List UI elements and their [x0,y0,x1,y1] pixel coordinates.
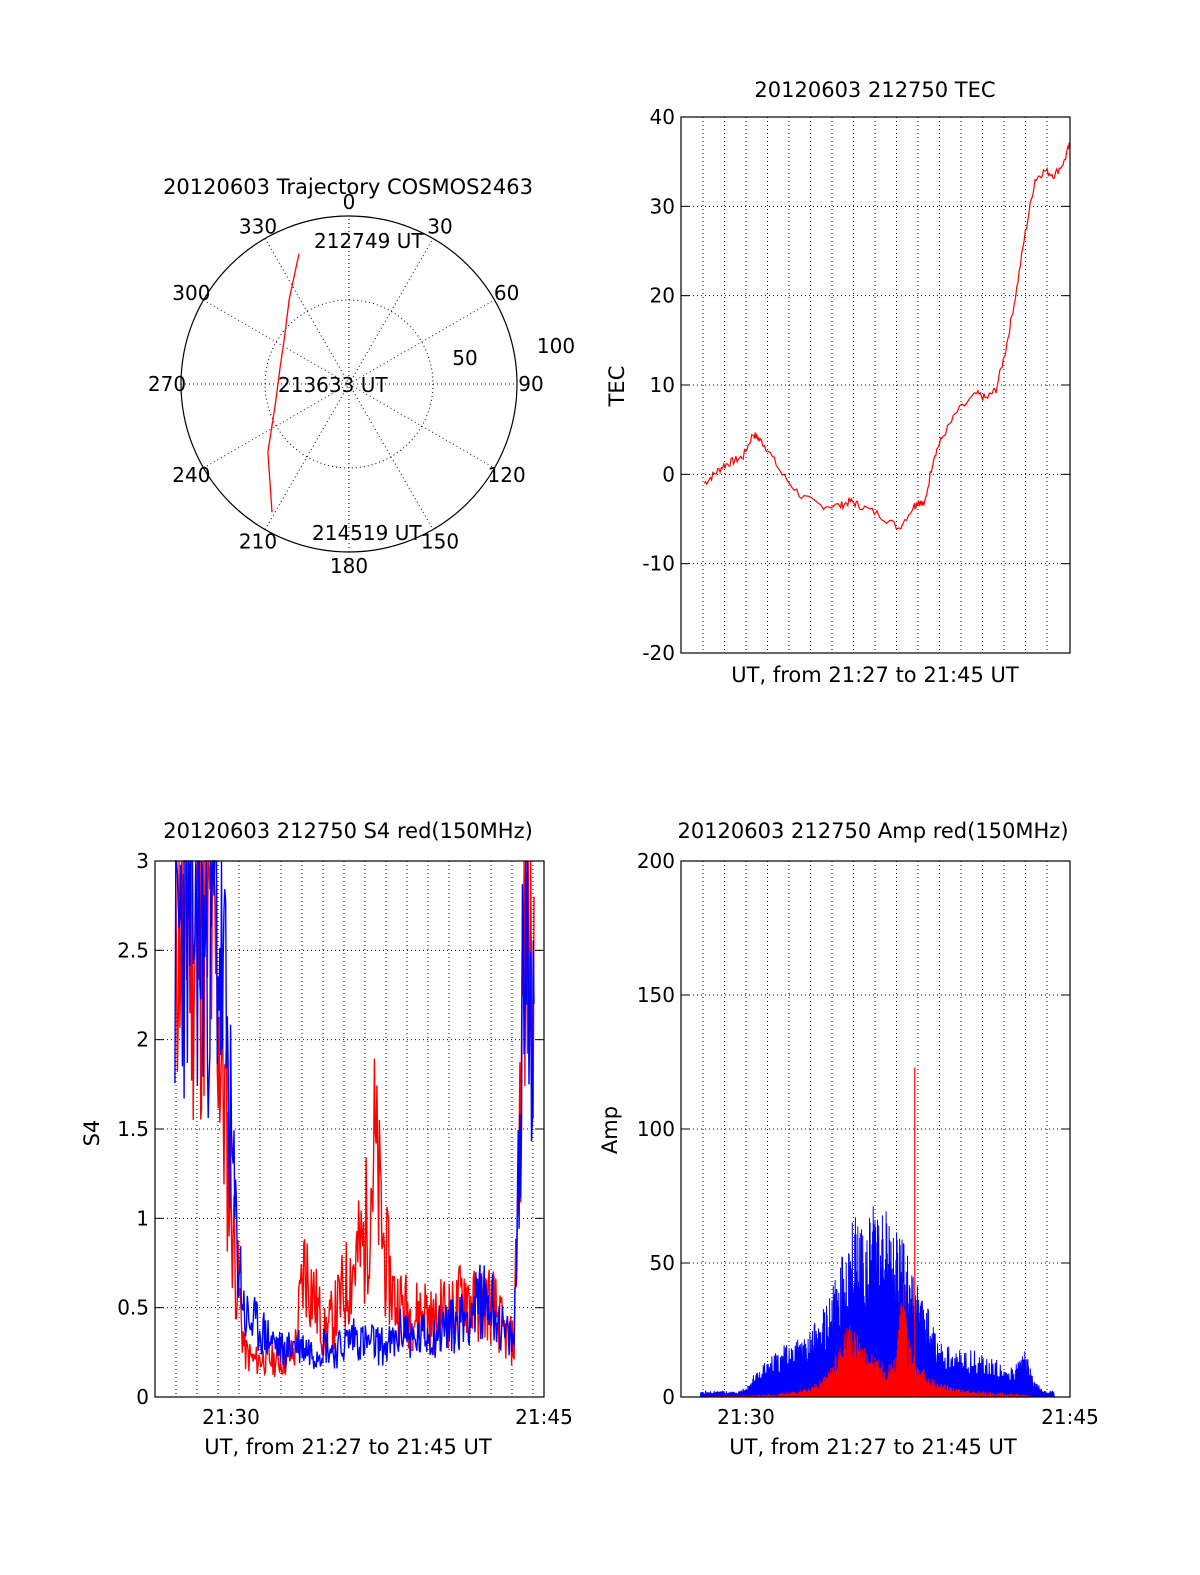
amp-grid [681,861,1070,1397]
polar-azimuth-label: 210 [239,530,277,554]
trajectory-mid-label: 213633 UT [278,373,388,397]
y-tick-label: 20 [650,284,675,308]
polar-azimuth-label: 240 [172,463,210,487]
amp-panel: 20120603 212750 Amp red(150MHz) 0 50 100 15… [598,819,1099,1459]
y-tick-label: 200 [637,849,675,873]
amp-x-label: UT, from 21:27 to 21:45 UT [729,1435,1017,1459]
polar-spoke [264,238,434,530]
polar-azimuth-label: 30 [427,214,452,238]
s4-xtick-2145: 21:45 [515,1405,573,1429]
s4-title: 20120603 212750 S4 red(150MHz) [163,819,533,843]
s4-y-ticks: 0 0.5 1 1.5 2 2.5 3 [117,849,544,1409]
amp-xtick-2145: 21:45 [1041,1405,1099,1429]
s4-grid [155,861,544,1397]
polar-spokes [181,216,517,552]
tec-y-ticks: -20 -10 0 10 20 30 40 [642,105,1070,665]
polar-azimuth-label: 120 [488,463,526,487]
y-tick-label: 2.5 [117,938,149,962]
s4-red-series [174,860,535,1378]
amp-xtick-2130: 21:30 [717,1405,775,1429]
s4-y-label: S4 [80,1120,104,1147]
tec-grid [681,117,1070,653]
y-tick-label: 0 [662,1385,675,1409]
polar-azimuth-label: 180 [330,554,368,578]
polar-radius-label-50: 50 [452,346,477,370]
s4-blue-series [174,860,535,1370]
tec-y-label: TEC [605,366,629,408]
polar-azimuth-label: 150 [421,530,459,554]
y-tick-label: 0 [662,462,675,486]
tec-panel: 20120603 212750 TEC -20 -10 0 10 20 30 40 UT, … [605,78,1071,687]
polar-azimuth-label: 270 [148,372,186,396]
y-tick-label: 30 [650,194,675,218]
y-tick-label: 40 [650,105,675,129]
trajectory-title: 20120603 Trajectory COSMOS2463 [163,175,533,199]
s4-panel: 20120603 212750 S4 red(150MHz) 0 0.5 1 1.5 2… [80,819,573,1459]
amp-y-label: Amp [598,1106,622,1154]
y-tick-label: 0 [136,1385,149,1409]
amp-title: 20120603 212750 Amp red(150MHz) [677,819,1068,843]
polar-azimuth-labels: 0 30 60 90 120 150 180 210 240 270 300 330 [148,190,544,578]
polar-azimuth-label: 0 [343,190,356,214]
y-tick-label: 150 [637,983,675,1007]
polar-azimuth-label: 90 [518,372,543,396]
trajectory-end-label: 214519 UT [312,521,422,545]
trajectory-start-label: 212749 UT [314,229,424,253]
trajectory-track [267,253,300,513]
s4-xtick-2130: 21:30 [202,1405,260,1429]
amp-plot-frame [680,860,1071,1398]
y-tick-label: 10 [650,373,675,397]
polar-radius-label-100: 100 [537,334,575,358]
y-tick-label: 1.5 [117,1117,149,1141]
polar-azimuth-label: 60 [494,281,519,305]
polar-azimuth-label: 300 [172,281,210,305]
tec-series-line [703,142,1070,530]
tec-plot-frame [680,116,1071,654]
s4-plot-frame [154,860,545,1398]
y-tick-label: -10 [642,552,675,576]
y-tick-label: 50 [650,1251,675,1275]
y-tick-label: 100 [637,1117,675,1141]
amp-red-series [700,1283,1055,1399]
amp-y-ticks: 0 50 100 150 200 [637,849,1070,1409]
y-tick-label: 3 [136,849,149,873]
tec-title: 20120603 212750 TEC [754,78,995,102]
y-tick-label: 2 [136,1028,149,1052]
amp-blue-series [700,1206,1055,1398]
y-tick-label: -20 [642,641,675,665]
y-tick-label: 1 [136,1206,149,1230]
trajectory-panel: 20120603 Trajectory COSMOS2463 0 30 60 90 12… [148,175,575,578]
tec-x-label: UT, from 21:27 to 21:45 UT [731,663,1019,687]
s4-x-label: UT, from 21:27 to 21:45 UT [204,1435,492,1459]
polar-azimuth-label: 330 [239,214,277,238]
y-tick-label: 0.5 [117,1296,149,1320]
